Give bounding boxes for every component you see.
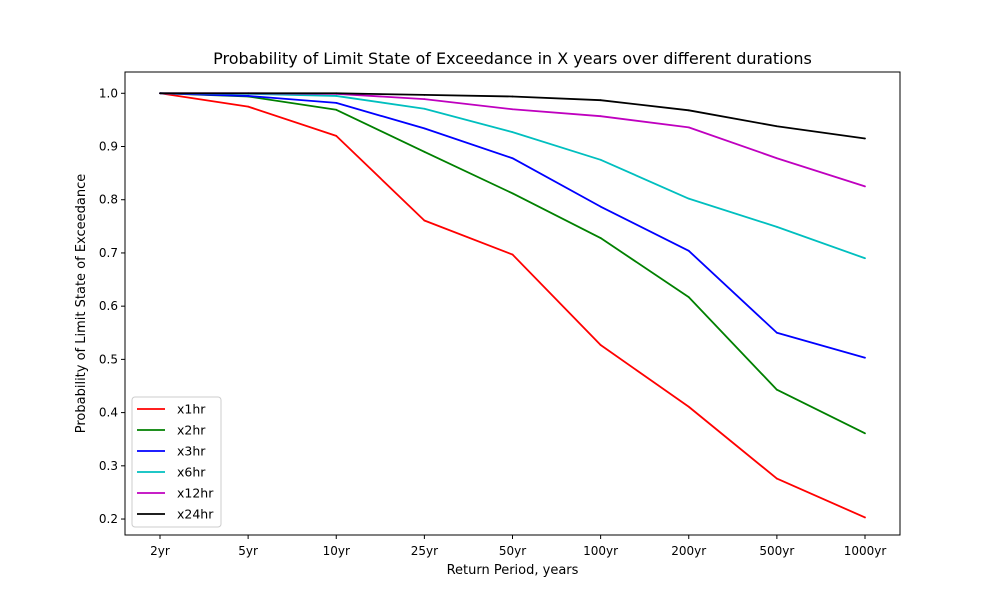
data-point (511, 253, 514, 256)
data-point (599, 237, 602, 239)
data-point (423, 219, 426, 222)
data-point (511, 95, 514, 98)
series-x3hr (159, 92, 866, 359)
data-point (599, 115, 602, 118)
series-line-x1hr (159, 92, 866, 519)
legend-item-x1hr: x1hr (137, 402, 206, 417)
y-axis: 0.2 0.3 0.4 0.5 0.6 0.7 0.8 0.9 1.0 (99, 86, 125, 526)
y-tick-label: 1.0 (99, 86, 118, 100)
y-tick-label: 0.5 (99, 352, 118, 366)
data-point (423, 107, 426, 110)
series-line-x2hr (159, 92, 866, 435)
y-tick-label: 0.4 (99, 406, 118, 420)
legend-label: x24hr (177, 507, 214, 522)
x-axis-label: Return Period, years (447, 563, 579, 578)
data-point (599, 99, 602, 102)
y-axis-label: Probability of Limit State of Exceedance (74, 174, 89, 434)
data-point (775, 388, 778, 391)
series-x24hr (159, 92, 866, 140)
data-point (775, 477, 778, 480)
y-tick-label: 0.3 (99, 459, 118, 473)
data-point (687, 249, 690, 252)
y-tick-label: 0.9 (99, 140, 118, 154)
data-point (335, 95, 338, 97)
data-point (247, 95, 250, 97)
legend-label: x1hr (177, 402, 206, 417)
data-point (687, 405, 690, 408)
series-x1hr (159, 92, 866, 519)
x-tick-label: 100yr (583, 544, 618, 558)
data-point (775, 331, 778, 334)
data-point (687, 109, 690, 112)
data-point (247, 92, 250, 95)
data-point (335, 92, 338, 95)
x-tick-label: 200yr (671, 544, 706, 558)
legend-item-x3hr: x3hr (137, 444, 206, 459)
data-point (423, 150, 426, 153)
legend-label: x2hr (177, 423, 206, 438)
legend-item-x24hr: x24hr (137, 507, 214, 522)
data-point (511, 192, 514, 195)
chart-title: Probability of Limit State of Exceedance… (213, 49, 812, 68)
data-point (864, 257, 866, 260)
x-tick-label: 50yr (499, 544, 526, 558)
data-point (599, 344, 602, 346)
data-point (423, 98, 426, 101)
data-point (687, 126, 690, 129)
data-point (159, 92, 161, 95)
data-point (423, 127, 426, 130)
data-point (511, 108, 514, 111)
data-point (511, 157, 514, 160)
x-tick-label: 5yr (238, 544, 258, 558)
legend-label: x12hr (177, 486, 214, 501)
data-point (687, 197, 690, 200)
data-point (335, 101, 338, 104)
series-x12hr (159, 92, 866, 188)
data-point (687, 296, 690, 299)
data-point (775, 125, 778, 128)
x-tick-label: 25yr (411, 544, 438, 558)
data-point (864, 432, 866, 435)
plot-content (159, 92, 866, 519)
x-tick-label: 1000yr (844, 544, 887, 558)
y-tick-label: 0.8 (99, 193, 118, 207)
x-axis: 2yr 5yr 10yr 25yr 50yr 100yr 200yr 500yr 1000yr (150, 535, 886, 558)
data-point (864, 137, 866, 140)
legend-item-x2hr: x2hr (137, 423, 206, 438)
legend-label: x6hr (177, 465, 206, 480)
y-tick-label: 0.6 (99, 299, 118, 313)
y-tick-label: 0.7 (99, 246, 118, 260)
series-x2hr (159, 92, 866, 435)
data-point (864, 516, 866, 519)
data-point (335, 134, 338, 137)
series-line-x12hr (160, 92, 866, 188)
data-point (599, 158, 602, 161)
data-point (247, 105, 250, 108)
data-point (511, 131, 514, 134)
legend: x1hr x2hr x3hr x6hr x12hr x24hr (131, 396, 222, 528)
series-line-x6hr (159, 92, 866, 260)
x-tick-label: 10yr (323, 544, 350, 558)
data-point (775, 225, 778, 228)
x-tick-label: 500yr (759, 544, 794, 558)
data-point (335, 108, 338, 111)
data-point (864, 356, 866, 359)
data-point (599, 205, 602, 208)
y-tick-label: 0.2 (99, 512, 118, 526)
plot-frame (124, 71, 901, 536)
legend-item-x12hr: x12hr (137, 486, 214, 501)
data-point (423, 93, 426, 96)
data-point (864, 185, 866, 188)
series-x6hr (159, 92, 866, 260)
legend-label: x3hr (177, 444, 206, 459)
x-tick-label: 2yr (150, 544, 170, 558)
data-point (775, 157, 778, 160)
legend-item-x6hr: x6hr (137, 465, 206, 480)
